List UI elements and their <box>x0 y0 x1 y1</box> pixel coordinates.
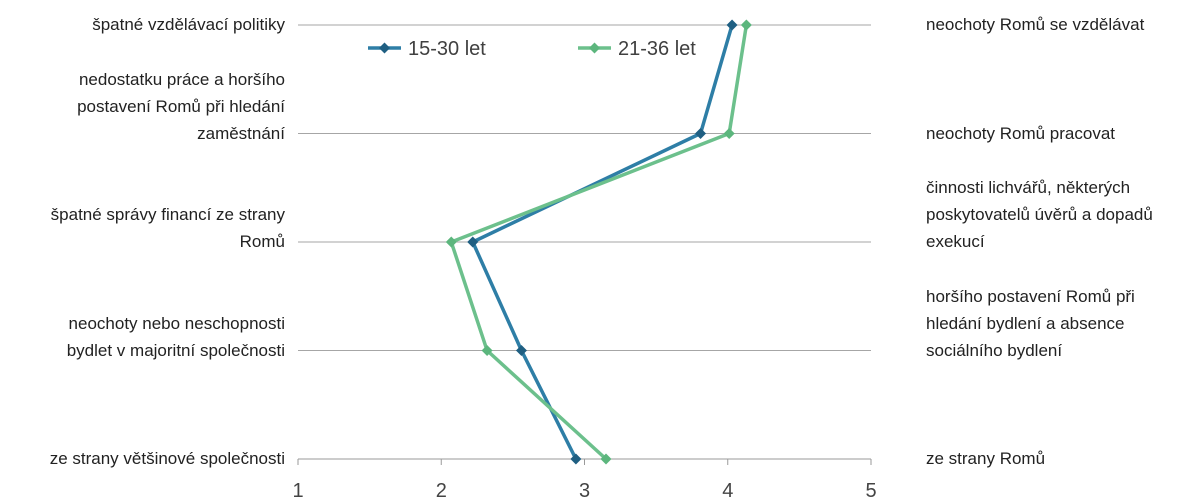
right-category-label: činnosti lichvářů, některých poskytovatel… <box>926 174 1153 255</box>
data-point <box>695 128 707 139</box>
data-point <box>515 345 527 356</box>
label-line: činnosti lichvářů, některých <box>926 178 1131 197</box>
data-point <box>740 19 752 31</box>
legend: 15-30 let 21-36 let <box>368 38 696 60</box>
data-point <box>445 236 457 248</box>
data-point <box>467 236 479 248</box>
label-line: neochoty Romů pracovat <box>926 123 1115 143</box>
label-line: zaměstnání <box>197 123 285 143</box>
right-category-label: neochoty Romů se vzdělávat <box>926 11 1144 38</box>
x-tick-label: 2 <box>436 480 447 499</box>
left-category-label: špatné správy financí ze strany Romů <box>51 201 285 255</box>
data-point <box>723 128 735 139</box>
label-line: poskytovatelů úvěrů a dopadů <box>926 205 1153 224</box>
label-line: Romů <box>239 232 285 251</box>
data-point <box>600 453 612 465</box>
left-category-label: špatné vzdělávací politiky <box>92 11 285 38</box>
label-line: hledání bydlení a absence <box>926 313 1125 333</box>
left-category-label: ze strany většinové společnosti <box>50 445 285 472</box>
label-line: bydlet v majoritní společnosti <box>66 340 285 360</box>
x-tick-label: 5 <box>865 480 876 499</box>
legend-marker <box>589 42 600 54</box>
legend-label: 15-30 let <box>408 38 486 60</box>
legend-marker <box>379 42 390 54</box>
x-axis: 1 2 3 4 5 <box>292 459 877 499</box>
label-line: horšího postavení Romů při <box>926 286 1135 306</box>
label-line: neochoty Romů se vzdělávat <box>926 15 1145 34</box>
x-tick-label: 3 <box>579 480 590 499</box>
label-line: ze strany většinové společnosti <box>49 449 285 468</box>
x-tick-label: 4 <box>722 480 733 499</box>
right-category-label: horšího postavení Romů při hledání bydlen… <box>926 283 1135 364</box>
data-point <box>481 345 493 356</box>
right-category-label: neochoty Romů pracovat <box>926 120 1115 147</box>
label-line: špatné vzdělávací politiky <box>92 15 285 34</box>
right-category-label: ze strany Romů <box>926 445 1045 472</box>
label-line: špatné správy financí ze strany <box>50 205 285 224</box>
x-tick-label: 1 <box>292 480 303 499</box>
label-line: sociálního bydlení <box>926 340 1063 360</box>
label-line: exekucí <box>926 232 985 251</box>
label-line: ze strany Romů <box>926 449 1046 468</box>
left-category-label: nedostatku práce a horšího postavení Romů… <box>77 66 285 147</box>
series-group <box>445 19 752 465</box>
data-point <box>726 19 738 31</box>
label-line: nedostatku práce a horšího <box>78 69 285 89</box>
legend-label: 21-36 let <box>618 38 696 60</box>
label-line: neochoty nebo neschopnosti <box>68 313 285 333</box>
label-line: postavení Romů při hledání <box>77 96 285 116</box>
gridlines <box>298 24 871 460</box>
data-point <box>570 453 582 465</box>
left-category-label: neochoty nebo neschopnosti bydlet v major… <box>67 310 285 364</box>
